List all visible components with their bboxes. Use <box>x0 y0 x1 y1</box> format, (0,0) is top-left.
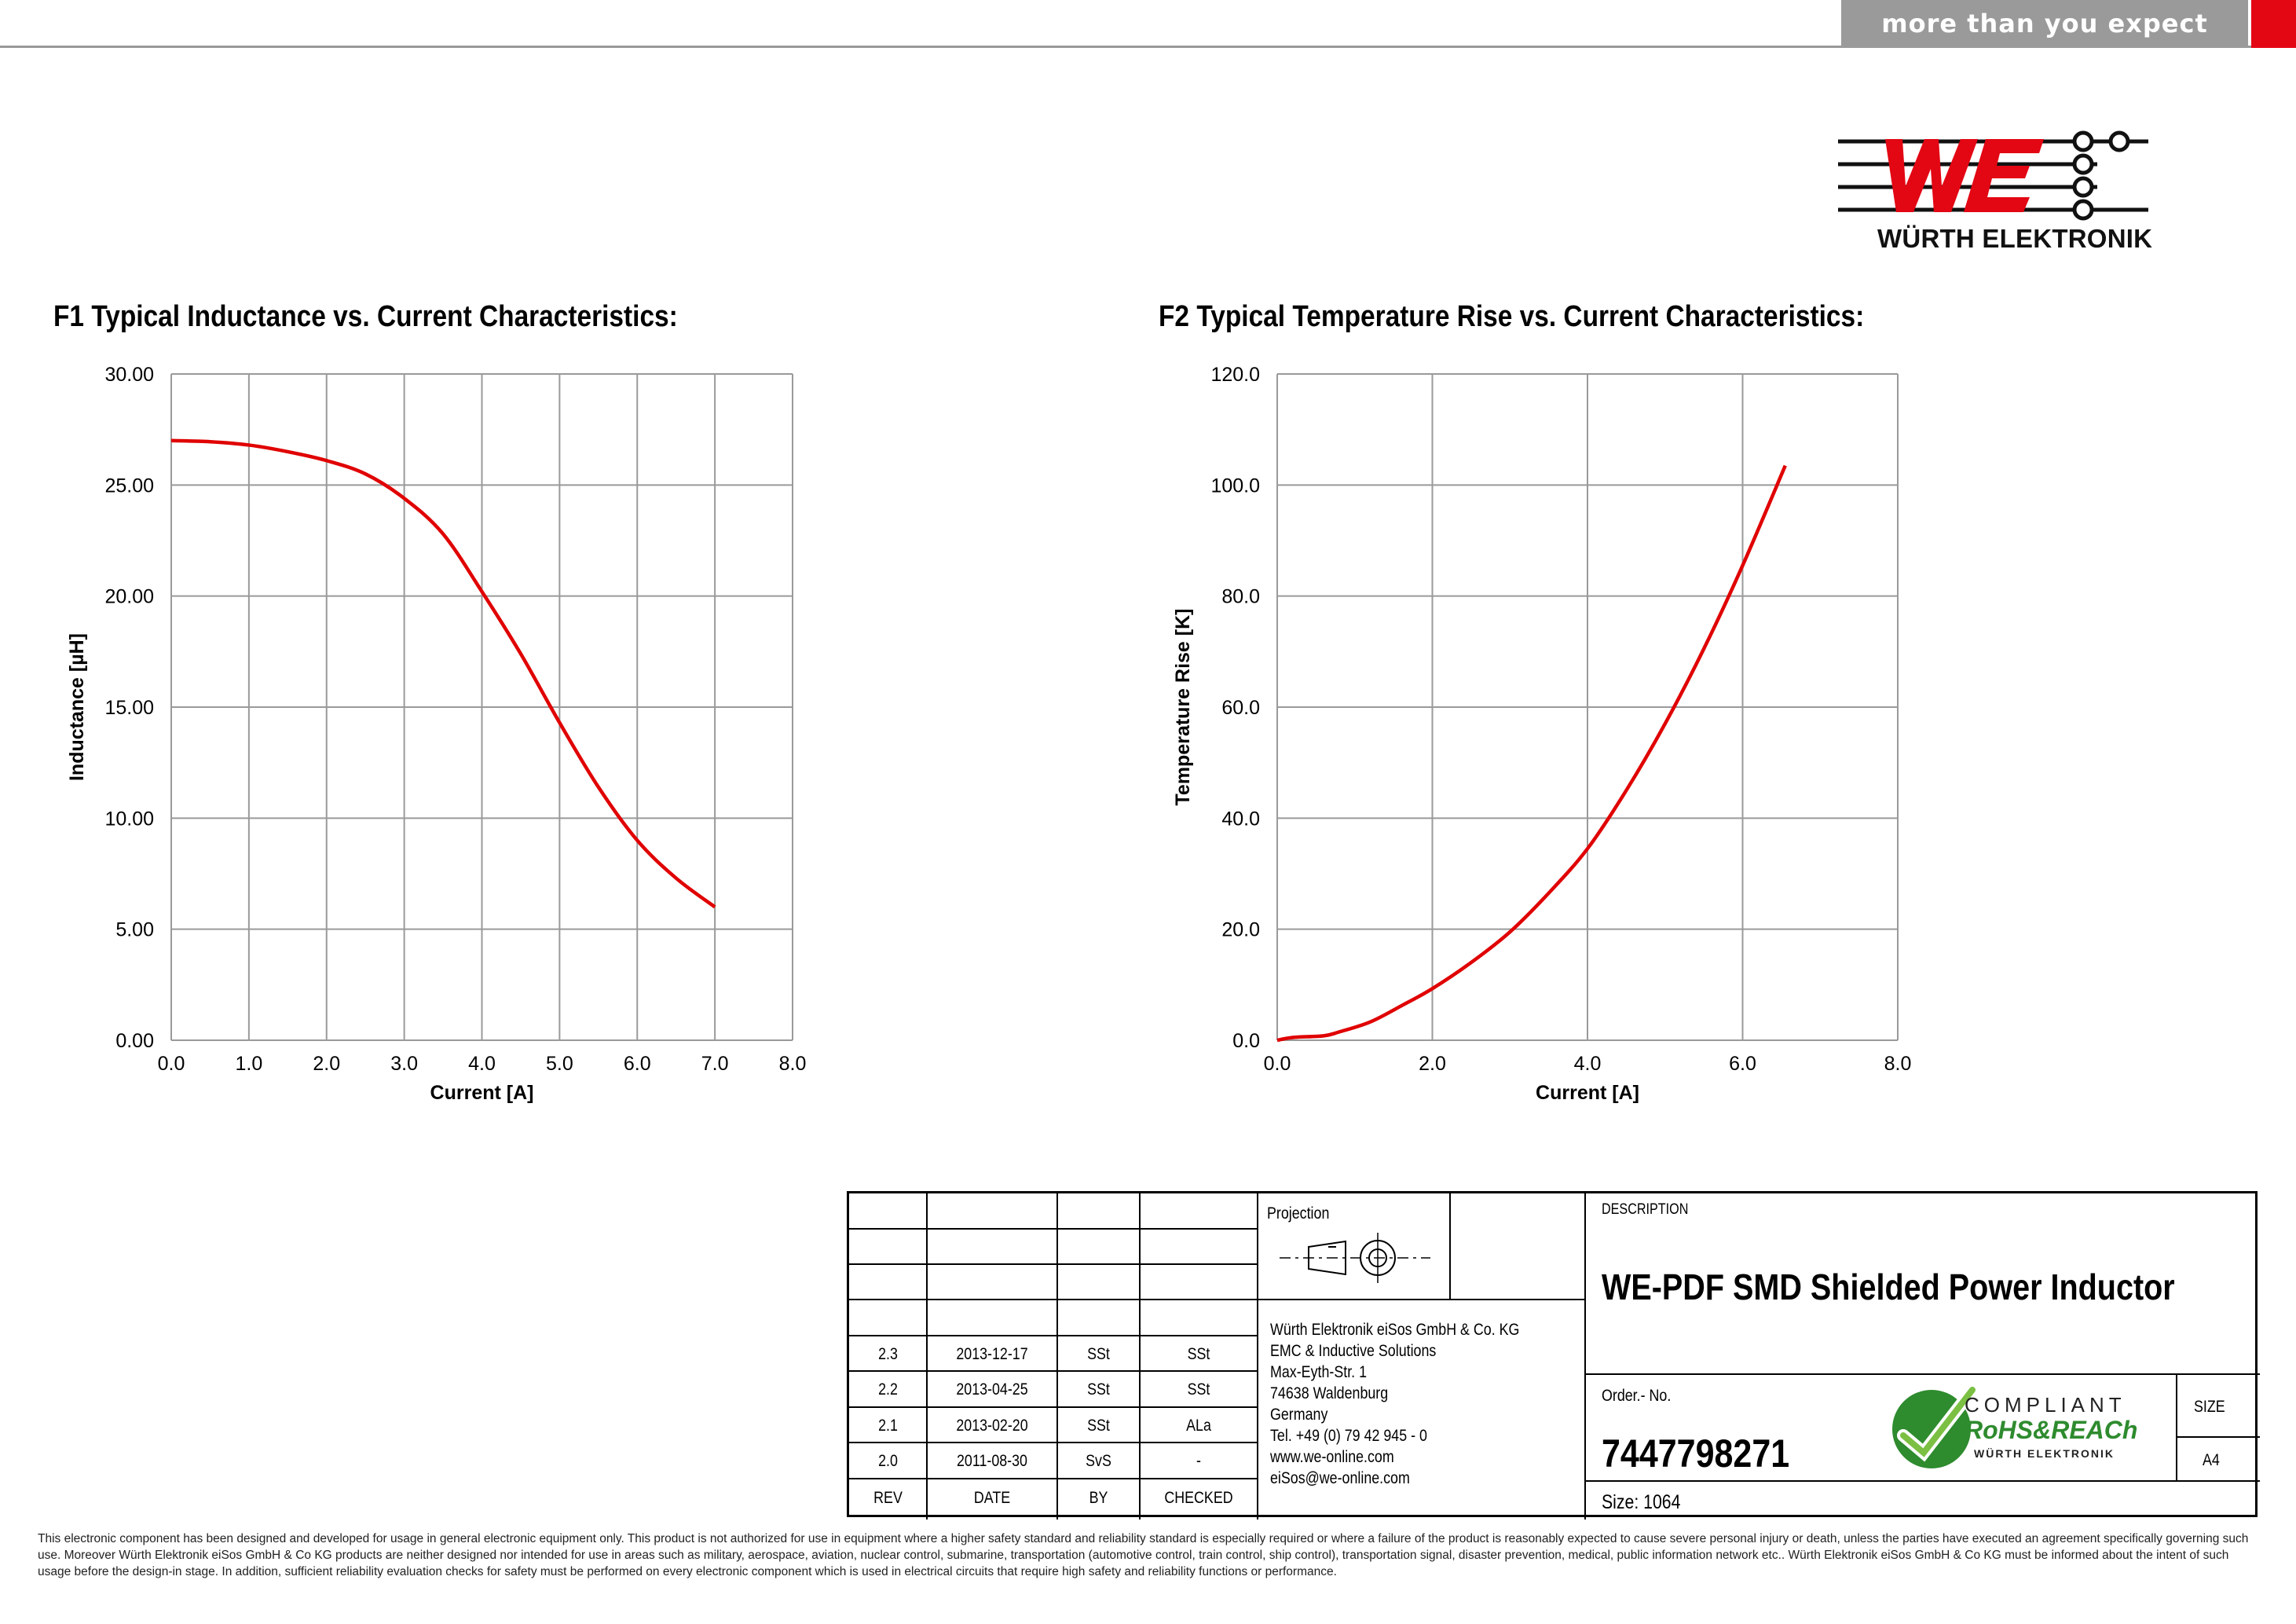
chart2-y-tick-label: 0.0 <box>1232 1030 1260 1052</box>
company-line: Germany <box>1270 1406 1328 1424</box>
rohs-reach-badge: COMPLIANT RoHS&REACh WÜRTH ELEKTRONIK <box>1886 1380 2145 1479</box>
order-number: 7447798271 <box>1602 1432 1790 1476</box>
wurth-elektronik-logo: WÜRTH ELEKTRONIK <box>1838 130 2152 275</box>
badge-line1: COMPLIANT <box>1965 1393 2126 1417</box>
temperature-rise-chart: 0.0 2.0 4.0 6.0 8.0 0.0 20.0 40.0 60.0 80.0 100.0 1… <box>1172 364 1912 1104</box>
company-address: Würth Elektronik eiSos GmbH & Co. KG EMC… <box>1270 1319 1519 1489</box>
by-cell: SvS <box>1086 1452 1111 1470</box>
logo-text: WÜRTH ELEKTRONIK <box>1877 224 2152 253</box>
chart1-y-tick-label: 30.00 <box>104 364 154 386</box>
product-description: WE-PDF SMD Shielded Power Inductor <box>1602 1267 2175 1307</box>
chart2-title: F2 Typical Temperature Rise vs. Current … <box>1159 300 1865 333</box>
description-label: DESCRIPTION <box>1602 1201 1689 1218</box>
chart1-x-tick-label: 1.0 <box>235 1053 262 1075</box>
company-line: EMC & Inductive Solutions <box>1270 1342 1437 1360</box>
chart2-series-line <box>1276 464 1787 1043</box>
company-line: www.we-online.com <box>1270 1448 1394 1466</box>
rev-cell: 2.0 <box>878 1452 898 1470</box>
chart1-y-axis-label: Inductance [µH] <box>66 633 88 781</box>
chart1-x-tick-label: 2.0 <box>313 1053 340 1075</box>
date-cell: 2013-02-20 <box>956 1417 1028 1435</box>
chart2-x-tick-label: 4.0 <box>1574 1053 1602 1075</box>
company-line: eiSos@we-online.com <box>1270 1469 1410 1487</box>
date-cell: 2011-08-30 <box>957 1452 1027 1470</box>
checked-cell: SSt <box>1187 1380 1210 1399</box>
chart1-y-tick-label: 15.00 <box>104 697 154 719</box>
chart1-x-tick-label: 5.0 <box>546 1053 573 1075</box>
chart2-x-tick-label: 6.0 <box>1729 1053 1756 1075</box>
rev-cell: 2.3 <box>878 1345 898 1363</box>
order-label: Order.- No. <box>1602 1387 1672 1405</box>
chart1-x-tick-label: 7.0 <box>701 1053 729 1075</box>
inductance-chart: 0.0 1.0 2.0 3.0 4.0 5.0 6.0 7.0 8.0 0.00 5.00 10.00… <box>66 364 807 1104</box>
chart2-y-tick-label: 20.0 <box>1221 919 1260 941</box>
size-label: SIZE <box>2194 1398 2225 1416</box>
chart2-x-tick-label: 2.0 <box>1419 1053 1446 1075</box>
chart1-y-tick-label: 0.00 <box>115 1030 154 1052</box>
size-text: Size: 1064 <box>1602 1491 1681 1513</box>
checked-cell: - <box>1196 1452 1201 1470</box>
chart1-x-tick-label: 8.0 <box>779 1053 807 1075</box>
date-header: DATE <box>973 1489 1011 1507</box>
checked-cell: ALa <box>1186 1417 1211 1435</box>
by-header: BY <box>1089 1489 1108 1507</box>
chart1-title: F1 Typical Inductance vs. Current Charac… <box>53 300 678 333</box>
chart1-y-tick-label: 10.00 <box>104 808 154 830</box>
chart2-y-tick-label: 100.0 <box>1210 475 1260 497</box>
by-cell: SSt <box>1087 1417 1110 1435</box>
company-line: Tel. +49 (0) 79 42 945 - 0 <box>1270 1427 1427 1445</box>
projection-label: Projection <box>1267 1204 1330 1223</box>
chart2-y-axis-label: Temperature Rise [K] <box>1172 609 1194 806</box>
tagline: more than you expect <box>1841 0 2248 48</box>
legal-disclaimer: This electronic component has been desig… <box>38 1532 2249 1578</box>
chart1-y-tick-label: 5.00 <box>115 919 154 941</box>
chart1-x-tick-label: 6.0 <box>624 1053 651 1075</box>
date-cell: 2013-04-25 <box>956 1380 1028 1399</box>
header-divider <box>0 46 2296 48</box>
chart2-x-axis-label: Current [A] <box>1536 1082 1639 1104</box>
chart1-x-tick-label: 3.0 <box>390 1053 418 1075</box>
chart1-x-tick-label: 4.0 <box>468 1053 496 1075</box>
chart2-x-tick-label: 0.0 <box>1264 1053 1291 1075</box>
chart2-y-tick-label: 60.0 <box>1221 697 1260 719</box>
badge-line2: RoHS&REACh <box>1965 1416 2137 1444</box>
chart1-y-tick-label: 20.00 <box>104 586 154 608</box>
chart2-y-tick-label: 120.0 <box>1210 364 1260 386</box>
rev-cell: 2.1 <box>878 1417 898 1435</box>
company-line: 74638 Waldenburg <box>1270 1384 1389 1402</box>
chart1-series-line <box>170 438 716 909</box>
rev-header: REV <box>873 1489 903 1507</box>
checked-header: CHECKED <box>1164 1489 1233 1507</box>
chart2-y-tick-label: 40.0 <box>1221 808 1260 830</box>
chart1-x-tick-label: 0.0 <box>158 1053 185 1075</box>
size-value: A4 <box>2203 1451 2220 1469</box>
chart2-x-tick-label: 8.0 <box>1884 1053 1912 1075</box>
chart1-y-tick-label: 25.00 <box>104 475 154 497</box>
by-cell: SSt <box>1087 1345 1110 1363</box>
company-line: Würth Elektronik eiSos GmbH & Co. KG <box>1270 1321 1520 1339</box>
company-line: Max-Eyth-Str. 1 <box>1270 1363 1367 1381</box>
chart2-y-tick-label: 80.0 <box>1221 586 1260 608</box>
badge-line3: WÜRTH ELEKTRONIK <box>1974 1447 2115 1460</box>
brand-red-tab <box>2251 0 2296 48</box>
chart1-x-axis-label: Current [A] <box>430 1082 534 1104</box>
checked-cell: SSt <box>1187 1345 1210 1363</box>
title-block: Projection 2.3 2013-12-17 SSt SSt 2.2 20… <box>847 1191 2260 1520</box>
date-cell: 2013-12-17 <box>956 1345 1028 1363</box>
by-cell: SSt <box>1087 1380 1110 1399</box>
rev-cell: 2.2 <box>878 1380 898 1399</box>
